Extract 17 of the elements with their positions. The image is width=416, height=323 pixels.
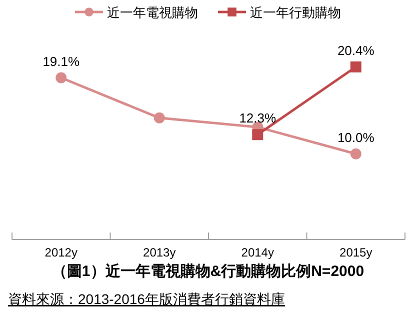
data-label: 19.1% (42, 54, 80, 69)
data-label: 20.4% (337, 42, 375, 58)
x-tick-label: 2013y (143, 246, 176, 260)
data-label: 12.3% (239, 110, 276, 126)
x-tick-label: 2014y (241, 246, 274, 260)
point (252, 129, 264, 140)
x-tick-label: 2012y (44, 246, 78, 260)
legend-label: 近一年行動購物 (250, 5, 341, 20)
x-tick-label: 2015y (340, 246, 372, 260)
data-label: 10.0% (337, 130, 375, 145)
point (154, 112, 165, 124)
point (56, 72, 67, 84)
text: （圖1）近一年電視購物&行動購物比例N=2000 (52, 263, 364, 280)
point (350, 148, 362, 160)
legend-label: 近一年電視購物 (107, 5, 198, 20)
source-note: 資料來源：2013-2016年版消費者行銷資料庫 (8, 291, 285, 307)
point (350, 61, 362, 72)
